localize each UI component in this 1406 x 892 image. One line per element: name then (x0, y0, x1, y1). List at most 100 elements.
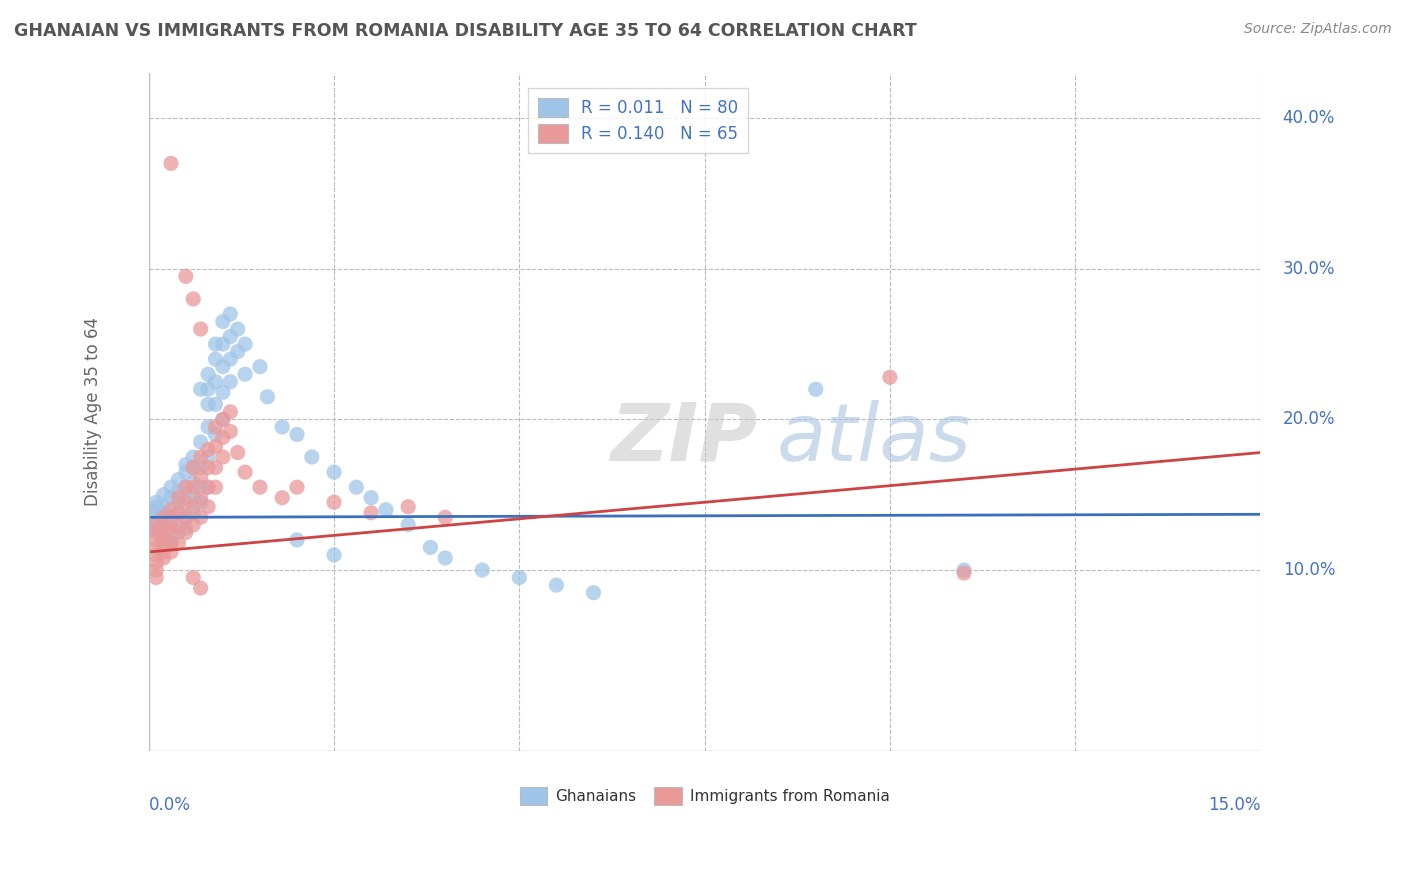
Text: 15.0%: 15.0% (1208, 796, 1260, 814)
Point (190, 480, 212, 494)
Point (174, 480, 197, 494)
Point (197, 442, 219, 457)
Text: Source: ZipAtlas.com: Source: ZipAtlas.com (1244, 22, 1392, 37)
Point (174, 465, 197, 479)
Point (197, 397, 219, 411)
Point (226, 445, 249, 459)
Point (219, 352, 242, 367)
Point (181, 480, 204, 494)
Point (204, 352, 226, 367)
Point (233, 337, 256, 351)
Point (167, 506, 190, 520)
Point (152, 533, 174, 547)
Point (233, 368, 256, 382)
Point (190, 460, 212, 475)
Point (190, 435, 212, 450)
Point (160, 503, 183, 517)
Text: atlas: atlas (778, 400, 972, 478)
Point (197, 480, 219, 494)
Point (167, 536, 190, 550)
Point (190, 450, 212, 464)
Point (174, 480, 197, 494)
Point (285, 427, 308, 442)
Point (152, 525, 174, 540)
Point (174, 521, 197, 535)
Point (145, 500, 167, 514)
Point (160, 536, 183, 550)
Point (174, 458, 197, 472)
Point (167, 473, 190, 487)
Point (212, 337, 235, 351)
Point (145, 556, 167, 570)
Point (167, 484, 190, 499)
Point (152, 545, 174, 559)
Point (190, 469, 212, 483)
Point (285, 533, 308, 547)
Point (181, 491, 204, 505)
Point (181, 500, 204, 514)
Text: 40.0%: 40.0% (1282, 109, 1336, 128)
Point (174, 269, 197, 284)
Point (181, 475, 204, 490)
Point (145, 503, 167, 517)
Point (145, 563, 167, 577)
Point (582, 585, 605, 599)
Point (145, 570, 167, 584)
Point (271, 420, 294, 434)
Point (167, 506, 190, 520)
Point (181, 517, 204, 532)
Point (212, 430, 235, 444)
Point (197, 500, 219, 514)
Point (508, 570, 530, 584)
Point (190, 382, 212, 396)
Point (160, 521, 183, 535)
Point (190, 491, 212, 505)
Point (546, 578, 568, 592)
Point (181, 450, 204, 464)
Point (953, 563, 976, 577)
Point (953, 566, 976, 580)
Point (434, 551, 457, 566)
Point (145, 541, 167, 555)
Point (145, 522, 167, 536)
Point (804, 382, 827, 396)
Point (212, 412, 235, 426)
Point (152, 506, 174, 520)
Point (204, 427, 226, 442)
Point (190, 495, 212, 509)
Point (212, 450, 235, 464)
Point (152, 488, 174, 502)
Point (145, 495, 167, 509)
Point (197, 480, 219, 494)
Point (212, 359, 235, 374)
Point (204, 480, 226, 494)
Text: Disability Age 35 to 64: Disability Age 35 to 64 (84, 318, 103, 507)
Point (204, 337, 226, 351)
Point (160, 508, 183, 523)
Point (360, 491, 382, 505)
Point (323, 548, 346, 562)
Point (145, 548, 167, 562)
Point (879, 370, 901, 384)
Point (204, 440, 226, 454)
Point (226, 344, 249, 359)
Point (160, 515, 183, 529)
Point (152, 536, 174, 550)
Point (174, 525, 197, 540)
Point (160, 525, 183, 540)
Text: 0.0%: 0.0% (149, 796, 191, 814)
Point (219, 307, 242, 321)
Point (190, 510, 212, 524)
Point (204, 460, 226, 475)
Text: GHANAIAN VS IMMIGRANTS FROM ROMANIA DISABILITY AGE 35 TO 64 CORRELATION CHART: GHANAIAN VS IMMIGRANTS FROM ROMANIA DISA… (14, 22, 917, 40)
Point (256, 390, 278, 404)
Point (160, 480, 183, 494)
Point (167, 525, 190, 540)
Point (471, 563, 494, 577)
Point (204, 397, 226, 411)
Point (285, 480, 308, 494)
Point (181, 292, 204, 306)
Point (160, 545, 183, 559)
Point (145, 510, 167, 524)
Point (219, 405, 242, 419)
